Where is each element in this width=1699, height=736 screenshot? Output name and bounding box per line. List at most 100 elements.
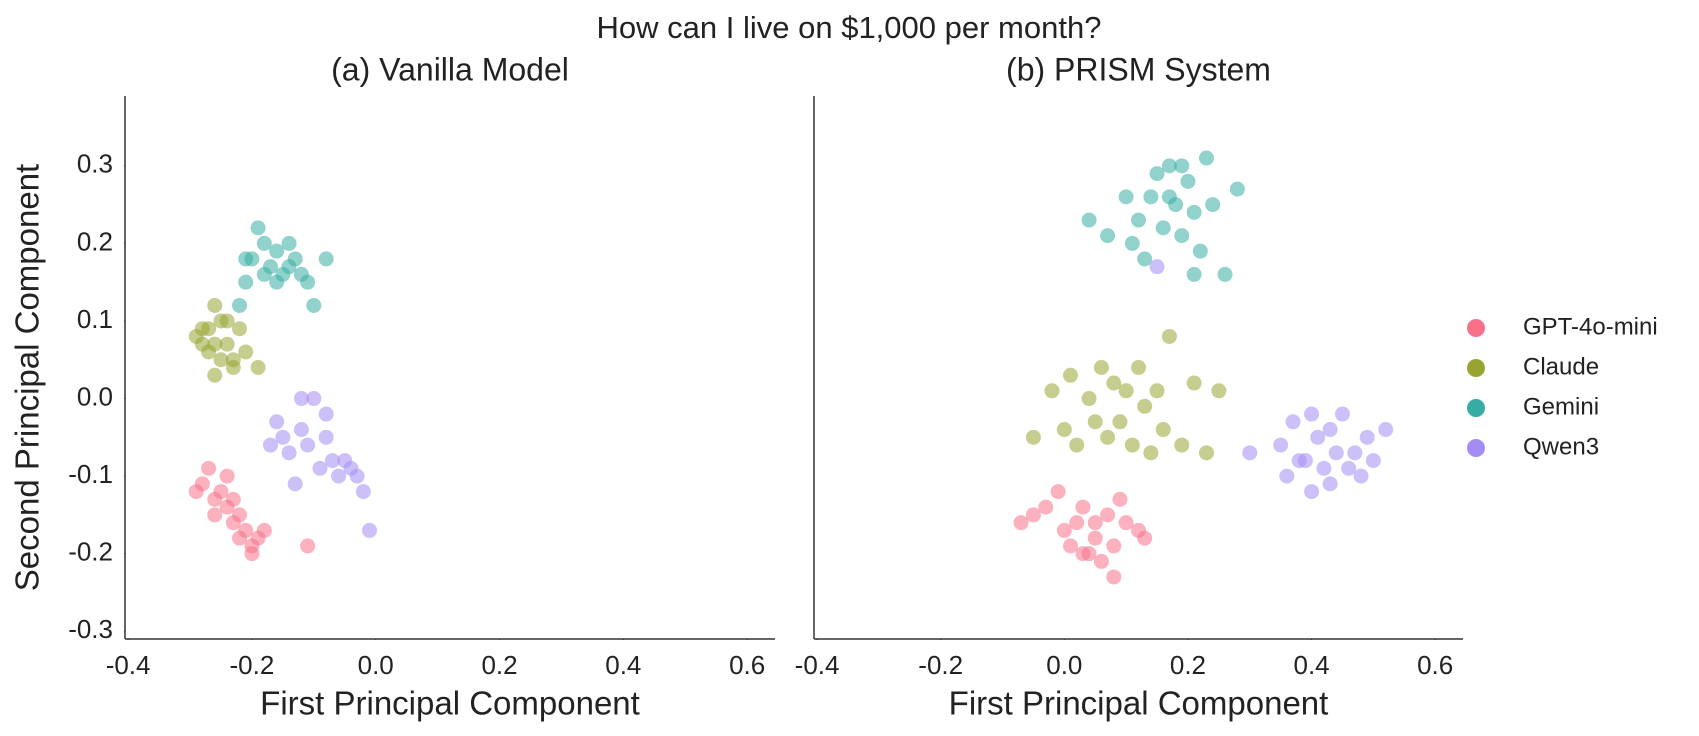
x-tick-label: 0.4 [605,650,641,680]
point [318,406,334,422]
point [331,468,347,484]
point [287,476,303,492]
legend-marker [1467,399,1485,417]
point [269,414,285,430]
point [1112,414,1128,430]
point [1180,173,1196,189]
point [324,453,340,469]
point [269,243,285,259]
point [1149,383,1165,399]
point [262,437,278,453]
y-tick-label: 0.2 [77,226,113,256]
point [1106,538,1122,554]
point [256,266,272,282]
point [1322,422,1338,438]
point [232,530,248,546]
point [1174,437,1190,453]
point [1093,553,1109,569]
point [250,360,266,375]
point [1100,507,1116,523]
point [1137,251,1153,267]
point [1038,499,1054,515]
point [1131,360,1146,375]
point [194,321,210,337]
point [1155,220,1171,236]
point [194,476,210,492]
x-tick-label: -0.2 [918,650,963,680]
point [1063,538,1079,554]
legend-marker [1467,359,1485,377]
point [1378,422,1394,438]
point [1174,228,1190,244]
point [1056,522,1072,538]
point [1174,158,1190,174]
point [1273,437,1289,453]
point [1365,453,1381,469]
point [1161,189,1177,205]
point [1075,546,1091,562]
point [1353,468,1369,484]
point [1297,453,1313,469]
point [1198,445,1214,461]
point [207,297,223,313]
y-tick-label: 0.0 [77,381,113,411]
point [1143,189,1159,205]
point [293,422,309,438]
point [1025,429,1041,445]
point [1198,150,1214,166]
point [1081,391,1097,407]
point [1013,515,1029,531]
point [219,336,235,352]
point [213,352,229,368]
point [256,522,272,538]
point [1106,375,1122,391]
y-axis-label: Second Principal Component [9,164,46,591]
point [1044,383,1060,399]
point [1069,437,1085,453]
point [1087,414,1103,430]
x-tick-label: 0.4 [1293,650,1329,680]
point [306,297,322,313]
point [238,344,254,360]
point [1229,181,1245,197]
point [300,274,316,290]
point [1334,406,1350,422]
point [201,460,217,476]
legend-marker [1467,439,1485,457]
point [1087,515,1103,531]
subplot-title: (b) PRISM System [1006,51,1271,87]
point [219,468,235,484]
point [1118,383,1134,399]
point [1056,422,1072,438]
y-tick-label: 0.1 [77,304,113,334]
point [1310,429,1326,445]
point [318,429,334,445]
point [1359,429,1375,445]
x-tick-label: 0.6 [729,650,765,680]
point [219,313,235,329]
point [1093,360,1109,375]
point [225,360,241,375]
point [1186,204,1202,220]
point [312,460,328,476]
point [318,251,334,267]
point [250,220,266,236]
point [1025,507,1041,523]
point [1279,468,1295,484]
point [1149,259,1165,275]
point [1124,437,1140,453]
point [1063,367,1079,383]
point [1322,476,1338,492]
y-tick-label: -0.3 [68,614,113,644]
point [238,251,254,267]
point [1137,398,1153,414]
point [1186,375,1202,391]
point [1131,212,1146,228]
point [1112,491,1128,507]
point [244,546,260,562]
y-tick-label: -0.2 [68,537,113,567]
point [1304,484,1320,500]
point [207,367,223,383]
point [1155,422,1171,438]
